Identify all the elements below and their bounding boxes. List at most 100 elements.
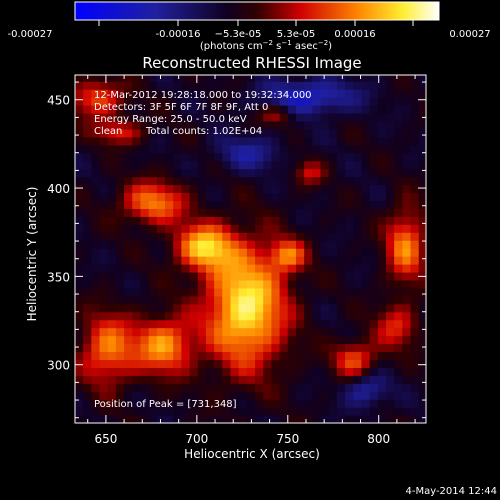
heatmap-cell	[246, 335, 256, 345]
heatmap-cell	[115, 168, 125, 178]
heatmap-cell	[230, 168, 240, 178]
heatmap-cell	[148, 319, 158, 329]
heatmap-cell	[173, 343, 182, 353]
heatmap-cell	[418, 208, 426, 217]
heatmap-cell	[336, 176, 346, 186]
heatmap-cell	[99, 160, 109, 170]
heatmap-cell	[205, 248, 215, 257]
heatmap-cell	[418, 120, 426, 130]
heatmap-cell	[320, 208, 330, 217]
heatmap-cell	[165, 271, 174, 281]
heatmap-cell	[189, 208, 199, 217]
heatmap-cell	[238, 367, 248, 376]
heatmap-cell	[418, 81, 426, 90]
heatmap-cell	[230, 295, 240, 305]
heatmap-cell	[124, 335, 133, 345]
heatmap-cell	[75, 232, 84, 241]
heatmap-cell	[410, 168, 420, 178]
heatmap-cell	[377, 287, 387, 297]
heatmap-cell	[75, 391, 84, 400]
heatmap-cell	[83, 89, 92, 98]
heatmap-cell	[246, 81, 256, 90]
heatmap-cell	[287, 335, 297, 345]
heatmap-cell	[140, 97, 150, 106]
heatmap-cell	[410, 287, 420, 297]
heatmap-cell	[230, 359, 240, 368]
heatmap-cell	[189, 176, 199, 186]
heatmap-cell	[173, 359, 182, 368]
heatmap-cell	[75, 375, 84, 384]
heatmap-cell	[320, 271, 330, 281]
heatmap-cell	[345, 240, 354, 249]
heatmap-cell	[369, 351, 379, 361]
heatmap-cell	[205, 399, 215, 408]
heatmap-cell	[238, 152, 248, 162]
heatmap-cell	[279, 105, 289, 114]
heatmap-cell	[418, 359, 426, 368]
heatmap-cell	[369, 240, 379, 249]
heatmap-cell	[165, 240, 174, 249]
heatmap-cell	[132, 375, 142, 384]
heatmap-cell	[91, 295, 101, 305]
heatmap-cell	[410, 208, 420, 217]
heatmap-cell	[140, 295, 150, 305]
heatmap-cell	[140, 208, 150, 217]
heatmap-cell	[287, 89, 297, 98]
heatmap-cell	[238, 415, 248, 423]
heatmap-cell	[173, 319, 182, 329]
heatmap-cell	[83, 216, 92, 225]
heatmap-cell	[230, 351, 240, 361]
heatmap-cell	[353, 303, 363, 313]
heatmap-cell	[385, 224, 395, 233]
heatmap-cell	[124, 208, 133, 217]
heatmap-cell	[99, 311, 109, 321]
heatmap-cell	[75, 168, 84, 178]
heatmap-cell	[263, 407, 273, 416]
heatmap-cell	[140, 216, 150, 225]
heatmap-cell	[197, 81, 207, 90]
heatmap-cell	[402, 264, 412, 273]
heatmap-cell	[361, 75, 371, 82]
heatmap-cell	[214, 216, 223, 225]
heatmap-cell	[107, 327, 117, 337]
heatmap-cell	[304, 375, 313, 384]
heatmap-cell	[271, 335, 281, 345]
heatmap-cell	[173, 367, 182, 376]
heatmap-cell	[238, 271, 248, 281]
heatmap-cell	[148, 264, 158, 273]
heatmap-cell	[279, 383, 289, 392]
heatmap-cell	[361, 279, 371, 289]
heatmap-cell	[132, 120, 142, 130]
heatmap-cell	[173, 415, 182, 423]
heatmap-cell	[295, 224, 305, 233]
heatmap-cell	[255, 343, 264, 353]
heatmap-cell	[238, 97, 248, 106]
heatmap-cell	[173, 287, 182, 297]
heatmap-cell	[222, 75, 232, 82]
heatmap-cell	[336, 81, 346, 90]
heatmap-cell	[91, 240, 101, 249]
heatmap-cell	[222, 184, 232, 194]
heatmap-cell	[165, 391, 174, 400]
heatmap-cell	[377, 248, 387, 257]
heatmap-cell	[271, 415, 281, 423]
heatmap-cell	[394, 327, 403, 337]
heatmap-cell	[83, 192, 92, 202]
heatmap-cell	[345, 271, 354, 281]
heatmap-cell	[214, 279, 223, 289]
heatmap-cell	[124, 112, 133, 122]
heatmap-cell	[132, 256, 142, 265]
heatmap-cell	[312, 232, 322, 241]
heatmap-cell	[287, 415, 297, 423]
heatmap-cell	[295, 232, 305, 241]
heatmap-cell	[148, 311, 158, 321]
heatmap-cell	[197, 184, 207, 194]
heatmap-cell	[173, 208, 182, 217]
heatmap-cell	[336, 224, 346, 233]
heatmap-cell	[222, 367, 232, 376]
heatmap-cell	[205, 367, 215, 376]
y-tick-label: 400	[47, 182, 70, 196]
heatmap-cell	[255, 112, 264, 122]
heatmap-cell	[361, 120, 371, 130]
heatmap-cell	[402, 120, 412, 130]
